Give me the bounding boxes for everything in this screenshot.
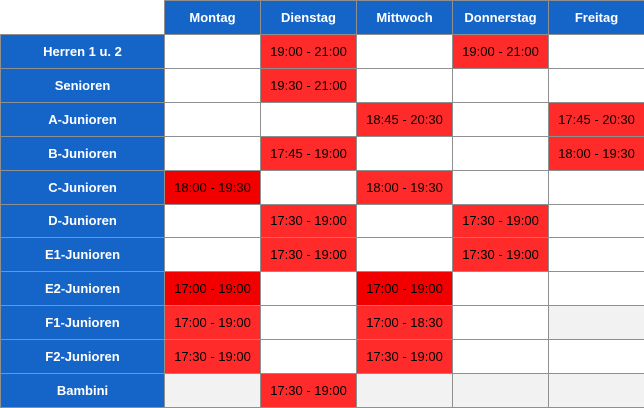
slot-cell: 17:30 - 19:00 bbox=[260, 373, 357, 408]
table-row: Bambini 17:30 - 19:00 bbox=[0, 373, 644, 408]
slot-cell: 17:30 - 19:00 bbox=[260, 237, 357, 273]
slot-cell: 18:00 - 19:30 bbox=[164, 169, 261, 205]
slot-cell bbox=[548, 339, 644, 375]
slot-cell: 17:00 - 19:00 bbox=[164, 271, 261, 307]
team-label: A-Junioren bbox=[0, 101, 165, 137]
team-label: E1-Junioren bbox=[0, 237, 165, 273]
table-row: E1-Junioren 17:30 - 19:00 17:30 - 19:00 bbox=[0, 237, 644, 273]
slot-cell: 19:00 - 21:00 bbox=[452, 34, 549, 69]
slot-cell bbox=[452, 169, 549, 205]
slot-cell bbox=[548, 203, 644, 239]
slot-cell bbox=[260, 271, 357, 307]
team-label: C-Junioren bbox=[0, 169, 165, 205]
table-row: C-Junioren 18:00 - 19:30 18:00 - 19:30 bbox=[0, 169, 644, 205]
slot-cell bbox=[260, 169, 357, 205]
slot-cell bbox=[452, 135, 549, 171]
slot-cell bbox=[356, 237, 453, 273]
slot-cell: 17:30 - 19:00 bbox=[356, 339, 453, 375]
slot-cell bbox=[452, 67, 549, 103]
table-row: Herren 1 u. 2 19:00 - 21:00 19:00 - 21:0… bbox=[0, 34, 644, 69]
slot-cell: 18:00 - 19:30 bbox=[356, 169, 453, 205]
day-header-thursday: Donnerstag bbox=[452, 0, 549, 35]
slot-cell: 17:45 - 19:00 bbox=[260, 135, 357, 171]
slot-cell: 19:00 - 21:00 bbox=[260, 34, 357, 69]
slot-cell bbox=[356, 373, 453, 408]
slot-cell: 18:45 - 20:30 bbox=[356, 101, 453, 137]
slot-cell: 18:00 - 19:30 bbox=[548, 135, 644, 171]
slot-cell bbox=[260, 305, 357, 341]
slot-cell bbox=[164, 34, 261, 69]
slot-cell bbox=[548, 237, 644, 273]
slot-cell bbox=[164, 67, 261, 103]
team-label: F2-Junioren bbox=[0, 339, 165, 375]
team-label: Herren 1 u. 2 bbox=[0, 34, 165, 69]
slot-cell bbox=[548, 34, 644, 69]
table-row: F1-Junioren 17:00 - 19:00 17:00 - 18:30 bbox=[0, 305, 644, 341]
day-header-tuesday: Dienstag bbox=[260, 0, 357, 35]
day-header-wednesday: Mittwoch bbox=[356, 0, 453, 35]
team-label: E2-Junioren bbox=[0, 271, 165, 307]
slot-cell bbox=[548, 305, 644, 341]
team-label: F1-Junioren bbox=[0, 305, 165, 341]
slot-cell: 17:30 - 19:00 bbox=[452, 203, 549, 239]
slot-cell: 17:00 - 19:00 bbox=[356, 271, 453, 307]
day-header-monday: Montag bbox=[164, 0, 261, 35]
slot-cell bbox=[548, 271, 644, 307]
slot-cell bbox=[356, 67, 453, 103]
table-row: E2-Junioren 17:00 - 19:00 17:00 - 19:00 bbox=[0, 271, 644, 307]
slot-cell bbox=[164, 135, 261, 171]
slot-cell bbox=[260, 101, 357, 137]
team-label: Bambini bbox=[0, 373, 165, 408]
table-row: D-Junioren 17:30 - 19:00 17:30 - 19:00 bbox=[0, 203, 644, 239]
slot-cell: 17:30 - 19:00 bbox=[452, 237, 549, 273]
slot-cell bbox=[548, 67, 644, 103]
slot-cell: 17:30 - 19:00 bbox=[164, 339, 261, 375]
day-header-row: Montag Dienstag Mittwoch Donnerstag Frei… bbox=[0, 0, 644, 35]
team-label: D-Junioren bbox=[0, 203, 165, 239]
slot-cell bbox=[260, 339, 357, 375]
table-row: B-Junioren 17:45 - 19:00 18:00 - 19:30 bbox=[0, 135, 644, 171]
slot-cell: 19:30 - 21:00 bbox=[260, 67, 357, 103]
slot-cell bbox=[452, 305, 549, 341]
slot-cell: 17:30 - 19:00 bbox=[260, 203, 357, 239]
team-label: Senioren bbox=[0, 67, 165, 103]
slot-cell bbox=[548, 169, 644, 205]
slot-cell bbox=[356, 34, 453, 69]
slot-cell bbox=[164, 101, 261, 137]
table-row: Senioren 19:30 - 21:00 bbox=[0, 67, 644, 103]
slot-cell bbox=[164, 203, 261, 239]
slot-cell bbox=[164, 373, 261, 408]
slot-cell bbox=[356, 135, 453, 171]
slot-cell bbox=[452, 373, 549, 408]
day-header-friday: Freitag bbox=[548, 0, 644, 35]
slot-cell bbox=[452, 101, 549, 137]
slot-cell: 17:00 - 18:30 bbox=[356, 305, 453, 341]
table-row: F2-Junioren 17:30 - 19:00 17:30 - 19:00 bbox=[0, 339, 644, 375]
slot-cell: 17:00 - 19:00 bbox=[164, 305, 261, 341]
slot-cell: 17:45 - 20:30 bbox=[548, 101, 644, 137]
corner-cell bbox=[0, 0, 165, 35]
table-row: A-Junioren 18:45 - 20:30 17:45 - 20:30 bbox=[0, 101, 644, 137]
slot-cell bbox=[356, 203, 453, 239]
slot-cell bbox=[164, 237, 261, 273]
slot-cell bbox=[452, 271, 549, 307]
team-label: B-Junioren bbox=[0, 135, 165, 171]
slot-cell bbox=[452, 339, 549, 375]
slot-cell bbox=[548, 373, 644, 408]
